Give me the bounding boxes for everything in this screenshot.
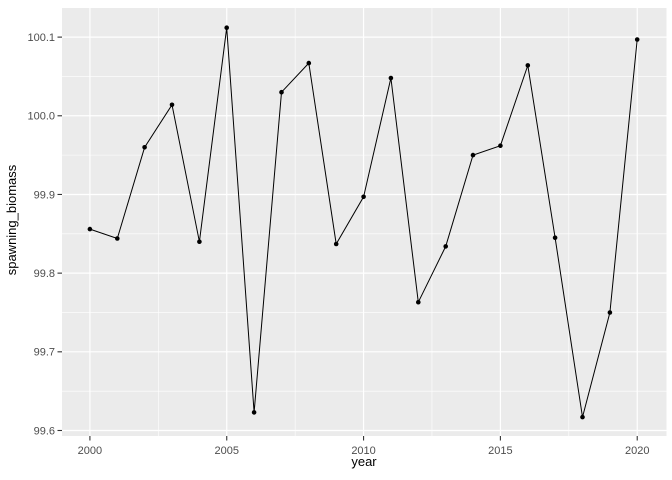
data-point-2013 [443,244,449,249]
data-point-2003 [169,102,175,108]
data-point-2016 [525,63,531,68]
data-point-2015 [498,143,503,148]
data-point-2008 [306,60,312,66]
data-point-2012 [416,299,421,305]
data-point-2020 [634,37,640,42]
y-tick-label-100.1: 100.1 [27,32,55,44]
data-point-2001 [115,236,120,241]
data-point-2007 [279,89,284,95]
x-tick-label-2020: 2020 [625,445,649,457]
data-point-2018 [580,414,585,420]
data-point-2010 [361,194,366,200]
plot-panel [62,8,667,436]
data-point-2014 [470,152,476,158]
y-tick-label-99.7: 99.7 [34,347,55,359]
x-tick-label-2010: 2010 [351,445,375,457]
x-tick-label-2005: 2005 [214,445,238,457]
x-tick-label-2015: 2015 [488,445,512,457]
data-point-2019 [607,310,613,315]
y-tick-label-99.9: 99.9 [34,189,55,201]
y-tick-label-99.8: 99.8 [34,268,55,280]
y-tick-label-100.0: 100.0 [27,111,55,123]
data-point-2000 [87,226,93,232]
y-axis-title: spawning_biomass [4,164,19,275]
data-point-2004 [197,239,202,244]
data-point-2017 [552,235,558,240]
x-tick-label-2000: 2000 [78,445,102,457]
data-point-2011 [388,75,394,81]
chart-generated-layer: 2000 2005 2010 2015 2020 99.6 99.7 99.8 99.9 100.… [27,8,667,457]
data-point-2005 [224,25,229,31]
data-point-2009 [333,241,339,247]
x-axis-title: year [351,454,377,469]
data-point-2002 [142,145,147,150]
y-tick-label-99.6: 99.6 [34,425,55,437]
data-point-2006 [251,410,257,415]
